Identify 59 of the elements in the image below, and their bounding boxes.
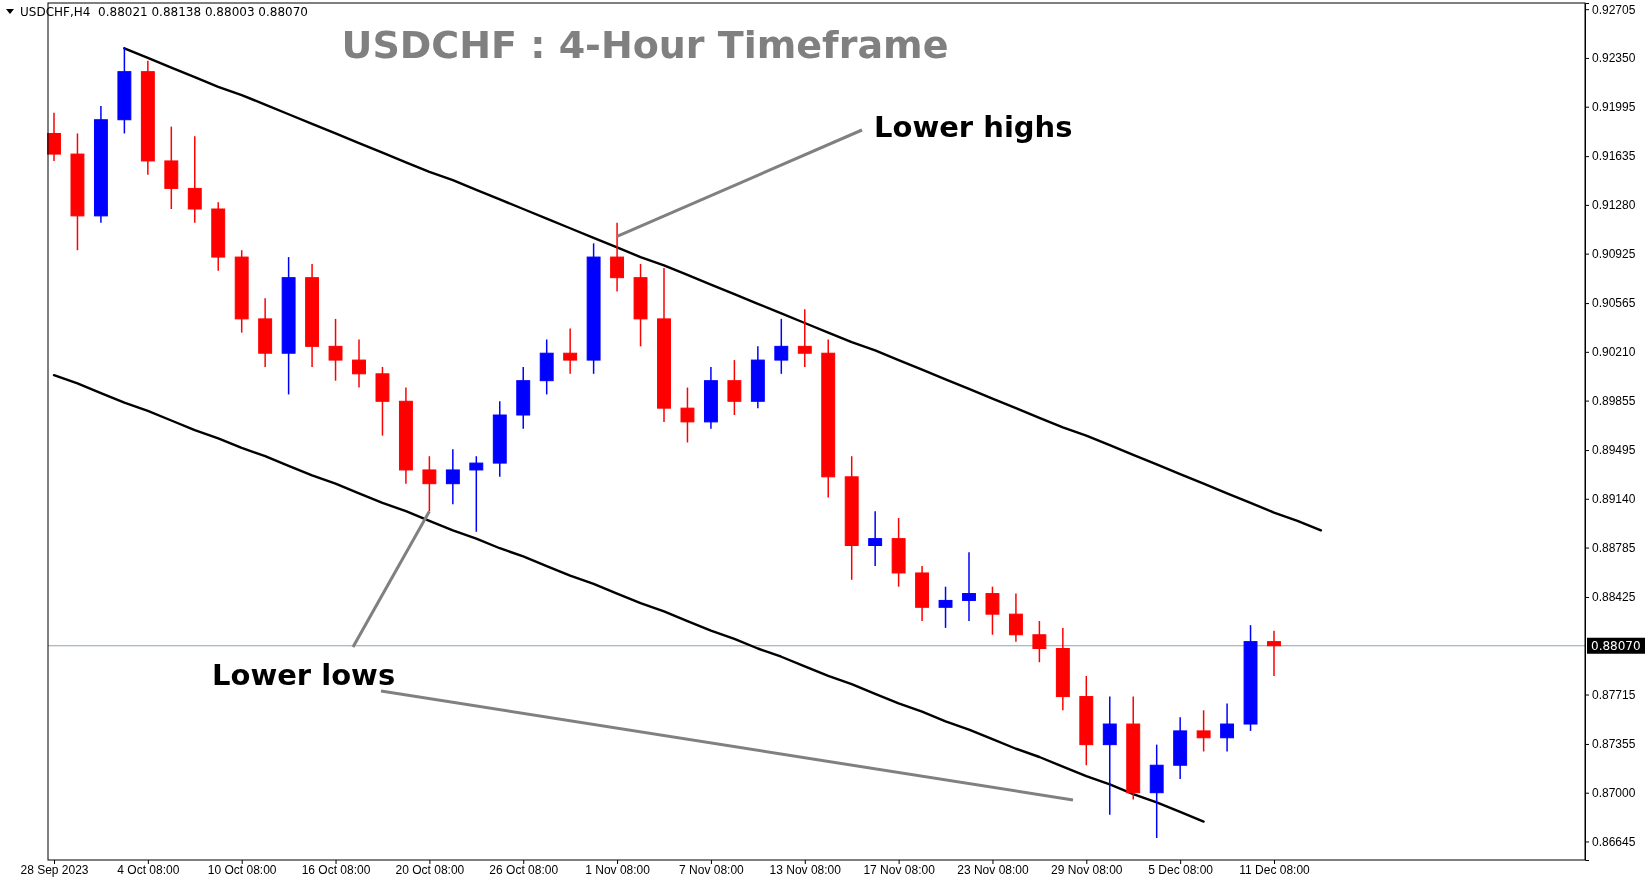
y-tick-label: 0.87715 xyxy=(1592,687,1636,702)
candlestick xyxy=(610,221,625,293)
y-tick-label: 0.91995 xyxy=(1592,100,1636,115)
y-tick-label: 0.89495 xyxy=(1592,443,1636,458)
candlestick xyxy=(352,338,366,389)
y-tick-label: 0.90925 xyxy=(1592,246,1636,261)
y-tick-label: 0.90210 xyxy=(1592,345,1636,360)
y-tick-label: 0.89855 xyxy=(1592,393,1636,408)
candlestick xyxy=(445,448,460,506)
y-tick-label: 0.90565 xyxy=(1592,296,1636,311)
candlestick xyxy=(563,327,578,375)
x-tick-label: 26 Oct 08:00 xyxy=(489,863,559,878)
candlestick xyxy=(774,318,789,375)
candlestick xyxy=(422,455,437,512)
y-tick-label: 0.92705 xyxy=(1592,2,1636,17)
annotation: USDCHF,H4 0.88021 0.88138 0.88003 0.88070 xyxy=(20,5,308,19)
x-tick-label: 28 Sep 2023 xyxy=(20,863,89,878)
candlestick xyxy=(187,135,202,224)
x-tick-label: 17 Nov 08:00 xyxy=(863,863,936,878)
y-tick-label: 0.87355 xyxy=(1592,737,1636,752)
x-tick-label: 4 Oct 08:00 xyxy=(117,863,180,878)
x-tick-label: 10 Oct 08:00 xyxy=(207,863,277,878)
x-tick-label: 16 Oct 08:00 xyxy=(301,863,371,878)
candlestick xyxy=(1102,695,1117,816)
candlestick xyxy=(1008,592,1023,643)
y-tick-label: 0.89140 xyxy=(1592,492,1636,507)
x-tick-label: 11 Dec 08:00 xyxy=(1239,863,1311,878)
x-tick-label: 7 Nov 08:00 xyxy=(679,863,745,878)
candlestick xyxy=(1220,702,1235,753)
candlestick xyxy=(868,510,883,567)
text: USDCHF : 4-Hour Timeframe xyxy=(341,23,949,67)
x-tick-label: 5 Dec 08:00 xyxy=(1148,863,1214,878)
y-tick-label: 0.91635 xyxy=(1592,149,1636,164)
x-tick-label: 29 Nov 08:00 xyxy=(1051,863,1123,878)
x-tick-label: 20 Oct 08:00 xyxy=(395,863,465,878)
x-tick-label: 1 Nov 08:00 xyxy=(585,863,651,878)
candlestick xyxy=(727,359,742,416)
ref-line-label: 0.88070 xyxy=(1591,639,1641,654)
y-tick-label: 0.91280 xyxy=(1592,198,1636,213)
y-tick-label: 0.88785 xyxy=(1592,540,1636,555)
y-tick-label: 0.86645 xyxy=(1592,834,1636,849)
annotation: Lower highs xyxy=(874,110,1073,144)
candlestick xyxy=(985,585,1000,636)
y-tick-label: 0.87000 xyxy=(1592,786,1636,801)
candlestick xyxy=(680,386,695,444)
y-tick-label: 0.88425 xyxy=(1592,590,1636,605)
candlestick xyxy=(797,308,812,368)
candlestick xyxy=(328,318,343,382)
candlestick xyxy=(962,551,976,622)
annotation: Lower lows xyxy=(212,658,396,692)
candlestick xyxy=(1196,709,1211,753)
candlestick xyxy=(469,455,484,533)
line-series xyxy=(52,373,1205,823)
x-tick-label: 23 Nov 08:00 xyxy=(957,863,1029,878)
x-tick-label: 13 Nov 08:00 xyxy=(769,863,842,878)
candlestick xyxy=(1267,629,1281,677)
candlestick xyxy=(1032,620,1047,663)
candlestick xyxy=(938,585,953,629)
y-tick-label: 0.92350 xyxy=(1592,51,1636,66)
